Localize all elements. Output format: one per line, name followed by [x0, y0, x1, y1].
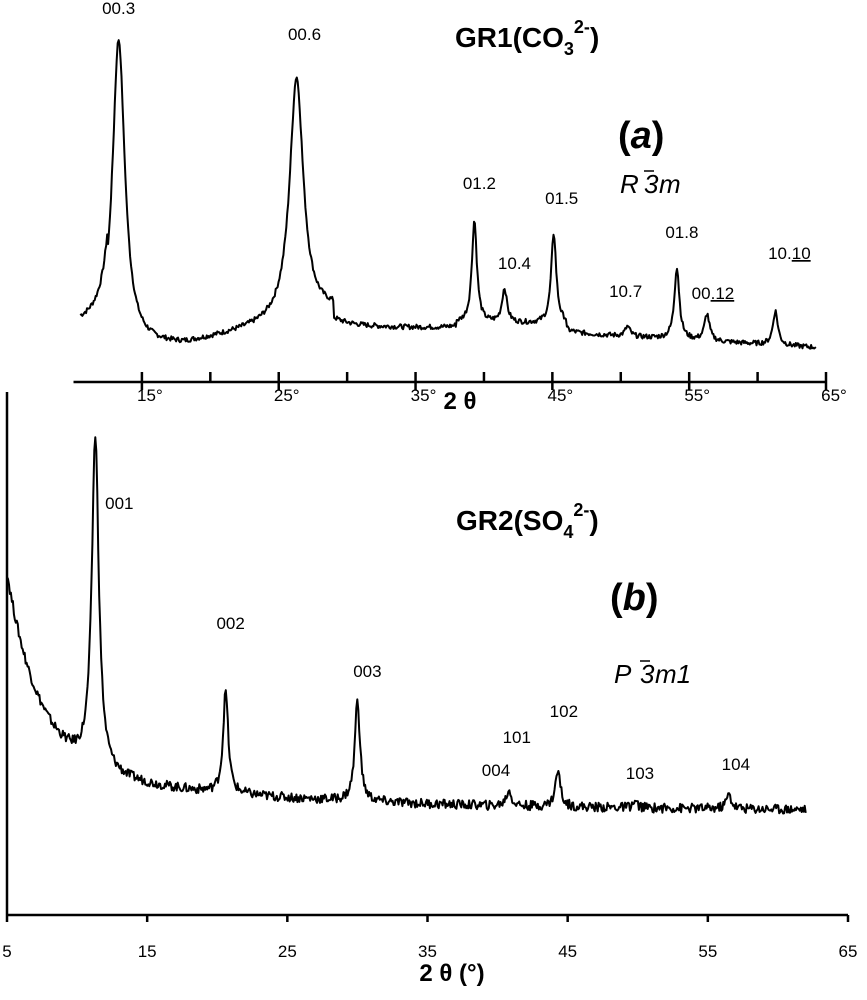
peak-label-102: 102 [550, 702, 578, 721]
peak-label-002: 002 [216, 614, 244, 633]
space-group-letter-b: P [614, 659, 632, 689]
x-tick-label: 45° [548, 386, 574, 405]
space-group-a: R 3 m [620, 169, 681, 199]
x-axis-title-a: 2 θ [444, 388, 477, 415]
peak-label-003: 003 [353, 662, 381, 681]
panel-a: 15° 25° 35° 45° 55° 65° 00.3 00.6 01.2 10.4 01.5 1… [73, 0, 847, 415]
space-group-bar-digit-b: 3 [640, 659, 655, 689]
peak-labels-b: 001 002 003 004 101 102 103 104 [105, 494, 750, 783]
x-tick-label: 65 [839, 942, 858, 961]
space-group-rest-b: m1 [655, 659, 691, 689]
peak-label-101: 101 [503, 728, 531, 747]
x-ticks-b: 5 15 25 35 45 55 65 [2, 915, 857, 961]
panel-title-b: GR2(SO42-) [456, 500, 599, 542]
peak-label-10-10: 10.10 [768, 244, 811, 263]
peak-label-10-7: 10.7 [609, 282, 642, 301]
x-tick-label: 5 [2, 942, 11, 961]
panel-b: 5 15 25 35 45 55 65 001 002 003 004 101 102 103 104 2… [2, 392, 857, 987]
peak-label-00-12: 00.12 [692, 284, 735, 303]
x-tick-label: 15 [138, 942, 157, 961]
peak-label-00-3: 00.3 [102, 0, 135, 18]
peak-label-103: 103 [626, 764, 654, 783]
x-tick-label: 25 [278, 942, 297, 961]
peak-label-01-8: 01.8 [665, 223, 698, 242]
x-tick-label: 65° [821, 386, 847, 405]
x-tick-label: 35 [418, 942, 437, 961]
panel-tag-b: (b) [610, 577, 659, 619]
diffraction-trace-b [6, 436, 807, 815]
space-group-rest-a: m [659, 169, 681, 199]
diffraction-trace-a [79, 39, 817, 350]
peak-label-104: 104 [722, 755, 750, 774]
peak-label-001: 001 [105, 494, 133, 513]
peak-label-01-5: 01.5 [545, 189, 578, 208]
peak-label-004: 004 [482, 761, 510, 780]
space-group-letter-a: R [620, 169, 639, 199]
peak-label-10-4: 10.4 [498, 254, 531, 273]
x-tick-label: 25° [274, 386, 300, 405]
peak-labels-a: 00.3 00.6 01.2 10.4 01.5 10.7 01.8 00.12 10.10 [102, 0, 811, 303]
x-axis-title-b: 2 θ (°) [419, 960, 484, 987]
peak-label-01-2: 01.2 [463, 174, 496, 193]
x-tick-label: 55° [684, 386, 710, 405]
space-group-bar-digit-a: 3 [644, 169, 659, 199]
x-tick-label: 55 [698, 942, 717, 961]
x-tick-label: 15° [137, 386, 163, 405]
x-ticks-a: 15° 25° 35° 45° 55° 65° [137, 372, 847, 405]
peak-label-00-6: 00.6 [288, 25, 321, 44]
panel-title-a: GR1(CO32-) [455, 17, 599, 59]
x-tick-label: 45 [558, 942, 577, 961]
panel-tag-a: (a) [618, 115, 664, 157]
x-tick-label: 35° [411, 386, 437, 405]
space-group-b: P 3 m1 [614, 659, 691, 689]
